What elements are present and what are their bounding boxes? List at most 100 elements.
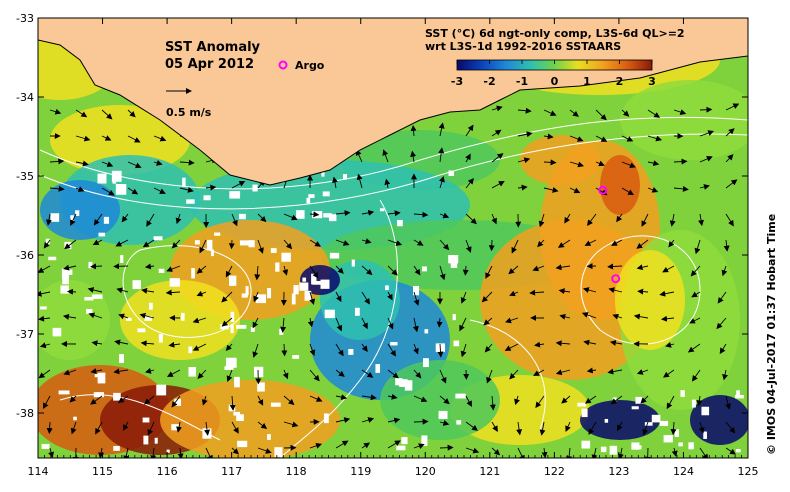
lon-tick-label: 121: [479, 465, 500, 478]
current-vector: [509, 369, 519, 380]
current-vector: [38, 315, 51, 322]
current-vector: [460, 291, 467, 304]
anomaly-patch: [380, 360, 500, 440]
lon-tick-label: 117: [221, 465, 242, 478]
lat-tick-label: -33: [16, 12, 34, 25]
missing-data-cell: [40, 306, 47, 310]
current-vector: [687, 343, 701, 353]
contour-line: [39, 133, 748, 210]
current-vector: [699, 184, 710, 190]
latitude-axis: -33-34-35-36-37-38: [16, 12, 748, 420]
current-vector: [257, 421, 268, 429]
current-vector: [616, 213, 623, 223]
current-vector: [231, 181, 246, 189]
current-vector: [48, 447, 54, 458]
current-vector: [64, 239, 77, 250]
current-vector: [93, 213, 103, 226]
missing-data-cell: [225, 357, 237, 368]
colorbar-tick-label: 0: [551, 75, 559, 88]
current-vector: [46, 213, 52, 226]
current-vector: [557, 239, 571, 248]
current-vector: [721, 265, 728, 277]
current-vector: [101, 161, 114, 167]
current-vector: [361, 442, 371, 449]
current-vector: [611, 239, 623, 246]
missing-data-cell: [296, 210, 305, 219]
current-vector: [533, 369, 545, 376]
missing-data-cell: [45, 238, 50, 245]
current-vector: [39, 342, 51, 349]
missing-data-cell: [450, 260, 458, 268]
missing-data-cell: [203, 195, 211, 201]
current-vector: [412, 317, 419, 333]
current-vector: [666, 395, 675, 410]
current-vector: [642, 421, 649, 436]
missing-data-cell: [224, 366, 234, 370]
missing-data-cell: [98, 232, 106, 237]
current-vector: [564, 213, 571, 224]
current-vector: [517, 184, 528, 191]
current-vector: [534, 341, 545, 348]
current-vector: [690, 265, 701, 277]
missing-data-cell: [67, 269, 73, 275]
map-title: SST Anomaly: [165, 40, 261, 55]
missing-data-cell: [581, 408, 588, 418]
missing-data-cell: [113, 445, 120, 451]
current-vector: [514, 395, 520, 406]
current-vector: [537, 239, 545, 248]
current-vector: [387, 393, 398, 400]
missing-data-cell: [348, 348, 354, 355]
current-vector: [387, 343, 396, 357]
lat-tick-label: -36: [16, 249, 34, 262]
current-vector: [335, 440, 349, 449]
missing-data-cell: [663, 435, 673, 443]
current-vector: [717, 291, 727, 304]
current-vector: [517, 131, 533, 138]
current-vector: [75, 186, 85, 192]
current-vector: [335, 291, 342, 303]
current-vector: [588, 421, 597, 435]
current-vector: [413, 265, 421, 276]
missing-data-cell: [267, 434, 271, 440]
current-vector: [508, 265, 519, 275]
current-vector: [439, 265, 446, 281]
current-vector: [225, 343, 233, 352]
contour-line: [580, 235, 701, 345]
current-vector: [465, 124, 474, 137]
current-vector: [282, 369, 289, 380]
current-vector: [438, 147, 445, 163]
current-vector: [49, 185, 65, 192]
current-vector: [439, 175, 445, 189]
missing-data-cell: [50, 213, 60, 222]
current-vector: [309, 291, 316, 306]
missing-data-cell: [293, 285, 299, 295]
current-vector: [491, 447, 501, 456]
current-vector: [90, 368, 103, 375]
current-vector: [617, 421, 623, 432]
current-vector: [114, 339, 129, 346]
current-vector: [387, 210, 401, 217]
colorbar-tick-label: 3: [648, 75, 656, 88]
current-vector: [101, 109, 113, 120]
current-vector: [608, 287, 623, 294]
current-vector: [621, 109, 630, 117]
colorbar-tick-label: 2: [616, 75, 624, 88]
current-vector: [309, 239, 322, 247]
current-vector: [387, 291, 393, 301]
current-vector: [146, 213, 155, 227]
current-vector: [225, 265, 233, 278]
current-vector: [413, 291, 420, 306]
current-vector: [127, 135, 141, 143]
current-vector: [725, 128, 735, 137]
missing-data-cell: [241, 293, 248, 298]
lon-tick-label: 114: [28, 465, 49, 478]
current-vector: [491, 129, 502, 137]
current-vector: [696, 395, 703, 407]
current-vector: [640, 395, 649, 404]
missing-data-cell: [322, 191, 330, 197]
missing-data-cell: [186, 199, 195, 204]
current-vector: [387, 440, 401, 449]
current-vector: [49, 158, 65, 165]
current-vector: [75, 109, 88, 118]
current-vector: [505, 317, 519, 324]
